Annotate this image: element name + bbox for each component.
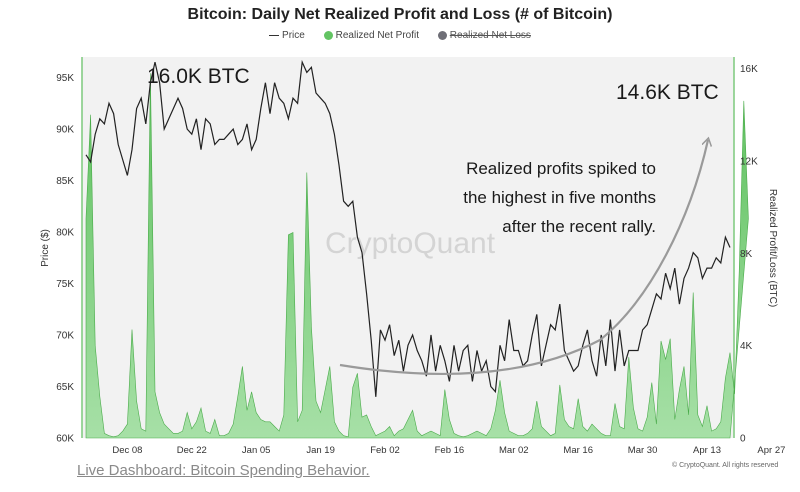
y-left-tick-label: 95K <box>56 73 74 84</box>
realized-net-profit-area <box>85 73 749 439</box>
x-tick-label: Apr 13 <box>693 445 721 456</box>
y-right-tick-label: 8K <box>740 249 753 260</box>
x-tick-label: Feb 02 <box>370 445 400 456</box>
plot-area <box>82 57 734 438</box>
y-right-tick-label: 4K <box>740 341 753 352</box>
trend-arrow <box>339 140 708 375</box>
annotation-peak-left: 16.0K BTC <box>147 65 250 88</box>
y-right-tick-label: 12K <box>740 156 758 167</box>
x-tick-label: Mar 16 <box>563 445 593 456</box>
y-right-tick-label: 0 <box>740 434 746 445</box>
legend-dot-loss <box>437 30 447 40</box>
watermark-text: CryptoQuant <box>325 227 496 260</box>
price-line-layer <box>85 59 731 397</box>
y-left-tick-label: 80K <box>56 228 74 239</box>
live-dashboard-link[interactable]: Live Dashboard: Bitcoin Spending Behavio… <box>77 462 370 479</box>
copyright-text: © CryptoQuant. All rights reserved <box>672 462 779 469</box>
x-tick-label: Jan 19 <box>306 445 335 456</box>
price-line <box>85 59 731 397</box>
annotation-peak-right: 14.6K BTC <box>616 81 719 104</box>
chart-legend: Price Realized Net Profit Realized Net L… <box>0 30 800 41</box>
y-left-tick-label: 60K <box>56 434 74 445</box>
legend-dot-profit <box>323 30 333 40</box>
x-tick-label: Dec 22 <box>177 445 207 456</box>
x-tick-label: Mar 30 <box>628 445 658 456</box>
legend-line-swatch <box>269 34 280 36</box>
axes-layer: 95K 90K 85K 80K 75K 70K 65K 60K 16K 12K 8K 4K 0 Dec 0… <box>56 64 785 456</box>
y-left-tick-label: 75K <box>56 279 74 290</box>
y-left-tick-label: 70K <box>56 331 74 342</box>
annotation-callout-line-3: after the recent rally. <box>502 217 656 236</box>
x-tick-label: Jan 05 <box>242 445 271 456</box>
legend-label-loss: Realized Net Loss <box>449 30 531 41</box>
y-left-tick-label: 85K <box>56 176 74 187</box>
annotation-callout-line-1: Realized profits spiked to <box>466 159 656 178</box>
y-left-axis-title: Price ($) <box>40 229 51 267</box>
x-tick-label: Feb 16 <box>435 445 465 456</box>
legend-item-price[interactable]: Price <box>269 30 305 41</box>
legend-item-realized-net-loss[interactable]: Realized Net Loss <box>437 30 531 41</box>
y-right-tick-label: 16K <box>740 64 758 75</box>
y-left-tick-label: 65K <box>56 382 74 393</box>
legend-label-profit: Realized Net Profit <box>335 30 419 41</box>
y-right-axis-title: Realized Profit/Loss (BTC) <box>767 189 778 307</box>
x-tick-label: Dec 08 <box>112 445 142 456</box>
y-left-tick-label: 90K <box>56 125 74 136</box>
x-tick-label: Apr 27 <box>757 445 785 456</box>
annotation-callout-line-2: the highest in five months <box>463 188 656 207</box>
profit-area-layer <box>85 73 749 439</box>
x-tick-label: Mar 02 <box>499 445 529 456</box>
chart-title: Bitcoin: Daily Net Realized Profit and L… <box>187 6 613 23</box>
legend-item-realized-net-profit[interactable]: Realized Net Profit <box>323 30 419 41</box>
legend-label-price: Price <box>282 30 305 41</box>
